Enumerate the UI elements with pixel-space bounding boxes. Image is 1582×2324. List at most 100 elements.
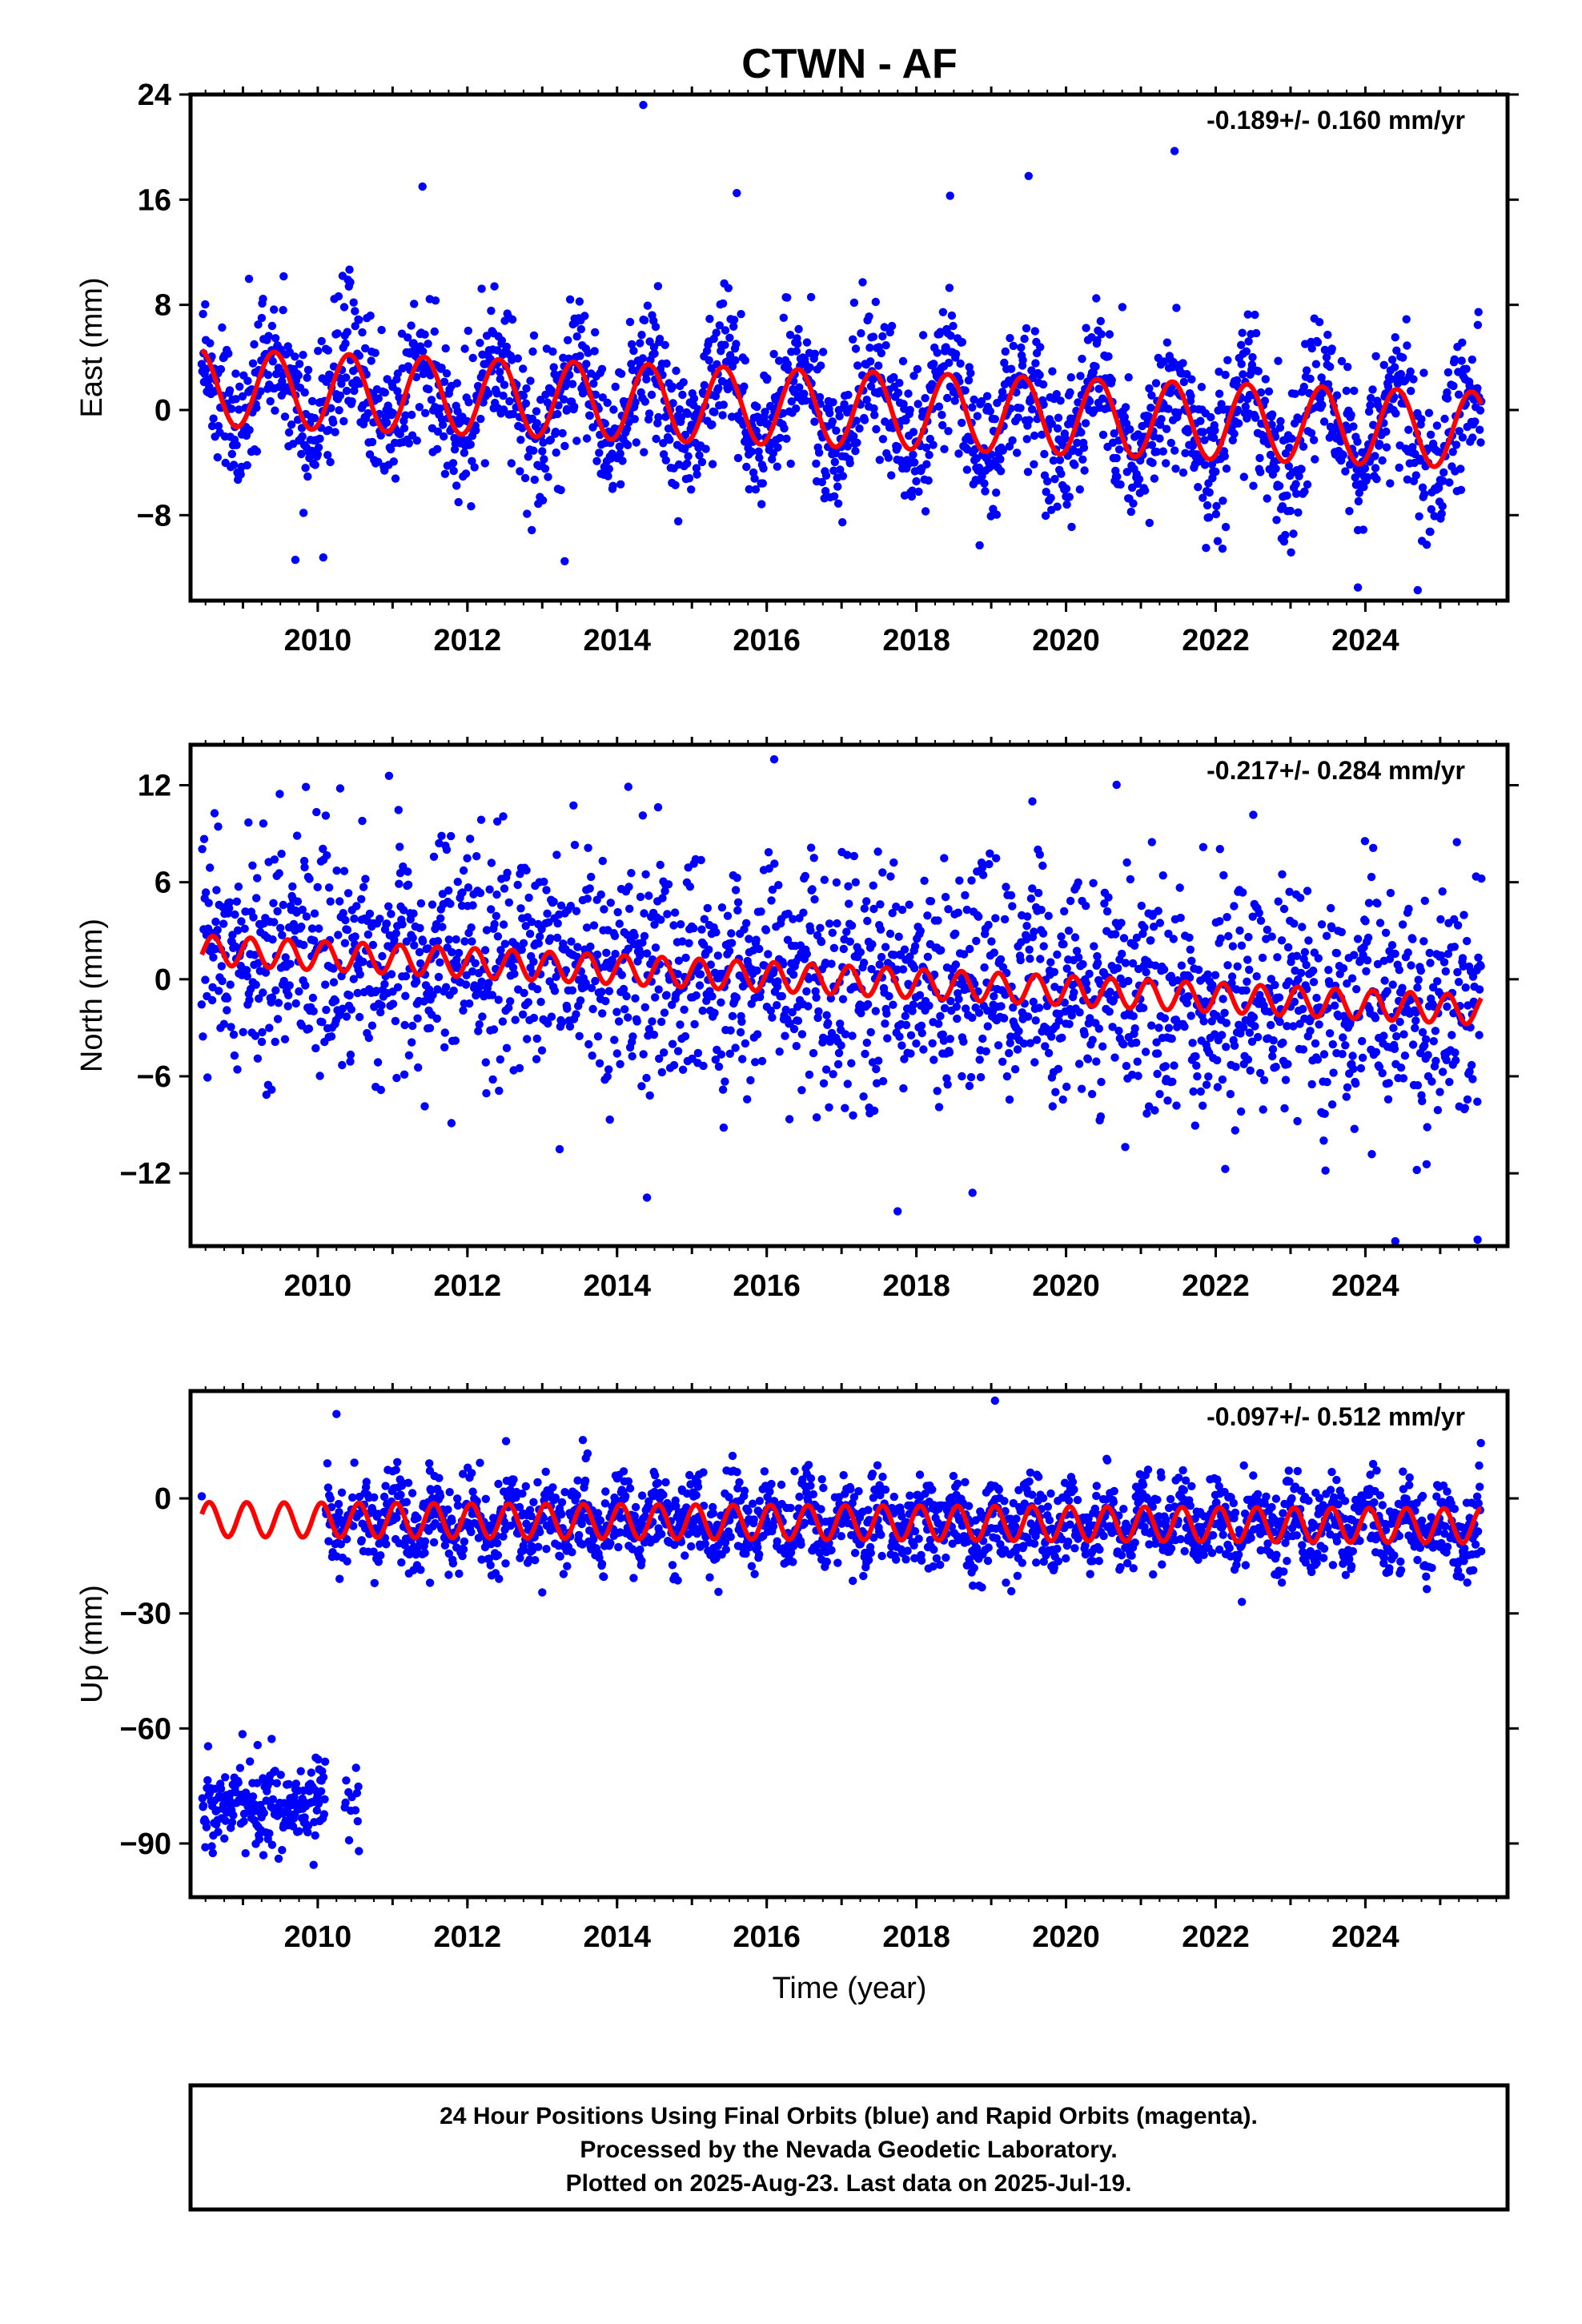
data-point xyxy=(668,382,677,392)
data-point xyxy=(859,959,869,967)
data-point xyxy=(714,1062,724,1072)
data-point xyxy=(1475,1031,1484,1039)
data-point xyxy=(1094,384,1103,393)
data-point xyxy=(1243,310,1252,319)
data-point xyxy=(389,457,398,466)
data-point xyxy=(1219,497,1227,505)
data-point xyxy=(937,946,946,955)
data-point xyxy=(655,335,665,344)
data-point xyxy=(1337,927,1347,937)
data-point xyxy=(476,339,484,348)
data-point xyxy=(853,361,862,370)
data-point xyxy=(359,957,367,967)
data-point xyxy=(1278,870,1287,879)
data-point xyxy=(862,1038,872,1047)
data-point xyxy=(245,425,254,435)
data-point xyxy=(267,993,277,1002)
data-point xyxy=(500,884,509,893)
data-point xyxy=(201,975,210,984)
data-point xyxy=(468,967,477,976)
data-point xyxy=(1476,962,1485,971)
data-point xyxy=(1050,967,1059,977)
data-point xyxy=(513,880,522,890)
data-point xyxy=(1426,527,1435,537)
data-point xyxy=(723,911,733,920)
data-point xyxy=(1215,845,1225,854)
data-point xyxy=(714,384,723,392)
data-point xyxy=(273,907,282,916)
data-point xyxy=(802,950,811,959)
x-tick-label: 2014 xyxy=(583,624,651,657)
data-point xyxy=(1187,375,1196,384)
velocity-rate-label: -0.189+/- 0.160 mm/yr xyxy=(1207,106,1465,135)
data-point xyxy=(1291,389,1299,398)
data-point xyxy=(300,388,309,397)
data-point xyxy=(1404,904,1413,914)
data-point xyxy=(1363,933,1373,943)
data-point xyxy=(1319,417,1329,426)
data-point xyxy=(1189,1087,1198,1096)
data-point xyxy=(893,388,903,397)
data-point xyxy=(448,947,456,957)
data-point xyxy=(1404,425,1413,434)
data-point xyxy=(1006,334,1014,343)
data-point xyxy=(537,925,546,934)
data-point xyxy=(973,412,982,420)
data-point xyxy=(214,421,223,431)
data-point xyxy=(1027,405,1037,414)
data-point xyxy=(468,937,476,946)
data-point xyxy=(351,307,359,316)
data-point xyxy=(849,851,859,861)
data-point xyxy=(472,852,481,861)
data-point xyxy=(885,328,894,337)
data-point xyxy=(840,400,849,408)
data-point xyxy=(556,901,566,911)
data-point xyxy=(1283,943,1293,952)
data-point xyxy=(871,297,881,307)
data-point xyxy=(409,909,418,918)
data-point xyxy=(746,1076,755,1085)
data-point xyxy=(566,902,576,911)
data-point xyxy=(272,1779,281,1787)
data-point xyxy=(737,310,745,319)
data-point xyxy=(810,349,820,358)
data-point xyxy=(1411,1016,1420,1025)
data-point xyxy=(1350,386,1359,396)
data-point xyxy=(1200,460,1210,469)
data-point xyxy=(1046,958,1055,967)
data-point xyxy=(943,393,952,403)
data-point xyxy=(945,358,954,368)
x-tick-label: 2024 xyxy=(1331,1269,1399,1303)
data-point xyxy=(650,349,659,358)
data-point xyxy=(880,323,889,332)
data-point xyxy=(928,1039,937,1048)
data-point xyxy=(653,282,663,291)
data-point xyxy=(672,366,681,376)
data-point xyxy=(1391,949,1399,959)
data-point xyxy=(737,1017,746,1027)
data-point xyxy=(1167,1034,1176,1043)
data-point xyxy=(500,380,509,389)
data-point xyxy=(1320,1109,1329,1119)
data-point xyxy=(295,1827,303,1835)
data-point xyxy=(1477,874,1486,883)
data-point xyxy=(1064,927,1074,935)
data-point xyxy=(576,996,585,1005)
data-point xyxy=(1399,353,1407,362)
data-point xyxy=(1245,1028,1255,1037)
data-point xyxy=(705,356,713,365)
data-point xyxy=(1171,464,1180,473)
data-point xyxy=(516,436,525,444)
data-point xyxy=(1038,929,1048,938)
data-point xyxy=(641,870,650,879)
data-point xyxy=(407,321,416,330)
data-point xyxy=(1435,1088,1444,1096)
data-point xyxy=(553,409,562,419)
data-point xyxy=(1104,352,1113,361)
data-point xyxy=(669,921,678,930)
data-point xyxy=(1141,1047,1150,1056)
data-point xyxy=(1324,966,1333,975)
data-point xyxy=(1330,1001,1339,1010)
data-point xyxy=(287,420,296,429)
data-point xyxy=(368,940,378,950)
